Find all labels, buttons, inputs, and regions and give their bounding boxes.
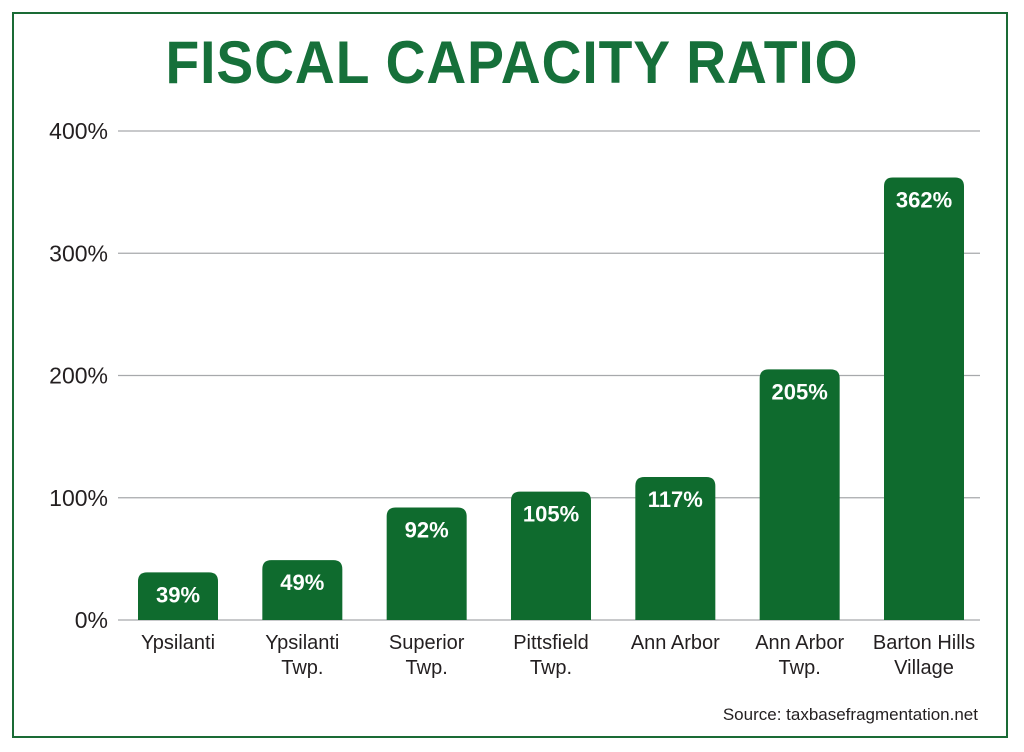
bar-value-label: 117% bbox=[648, 487, 703, 512]
bar bbox=[262, 560, 343, 620]
chart-title: FISCAL CAPACITY RATIO bbox=[165, 29, 859, 96]
y-axis: 0% 100% 200% 300% 400% bbox=[49, 118, 108, 633]
x-tick-label: Ypsilanti bbox=[141, 632, 215, 654]
source-note: Source: taxbasefragmentation.net bbox=[722, 705, 978, 724]
bars: 39% 49% 92% 105% 117% 205% 362% bbox=[138, 177, 964, 620]
bar bbox=[511, 491, 591, 620]
y-tick-label: 400% bbox=[49, 118, 108, 144]
x-axis: Ypsilanti Ypsilanti Twp. Superior Twp. Pittsf… bbox=[141, 632, 975, 679]
y-tick-label: 300% bbox=[49, 240, 108, 266]
bar-value-label: 362% bbox=[896, 187, 952, 212]
bar bbox=[386, 507, 467, 620]
chart-frame bbox=[12, 12, 1008, 738]
y-tick-label: 0% bbox=[75, 607, 108, 633]
bar bbox=[759, 369, 840, 620]
x-tick-label: Ann Arbor Twp. bbox=[755, 632, 844, 679]
bar-value-label: 49% bbox=[280, 570, 324, 595]
bar-value-label: 92% bbox=[405, 518, 449, 543]
x-tick-label: Ann Arbor bbox=[631, 632, 720, 654]
bar-value-label: 205% bbox=[772, 379, 828, 404]
bar bbox=[138, 572, 218, 620]
x-tick-label: Ypsilanti Twp. bbox=[265, 632, 339, 679]
x-tick-label: Superior Twp. bbox=[389, 632, 465, 679]
y-tick-label: 100% bbox=[49, 485, 108, 511]
bar-value-label: 105% bbox=[523, 502, 579, 527]
bar-value-label: 39% bbox=[156, 582, 200, 607]
bar bbox=[635, 476, 716, 620]
bar bbox=[884, 177, 964, 620]
x-tick-label: Barton Hills Village bbox=[873, 632, 975, 679]
y-tick-label: 200% bbox=[49, 363, 108, 389]
x-tick-label: Pittsfield Twp. bbox=[513, 632, 589, 679]
